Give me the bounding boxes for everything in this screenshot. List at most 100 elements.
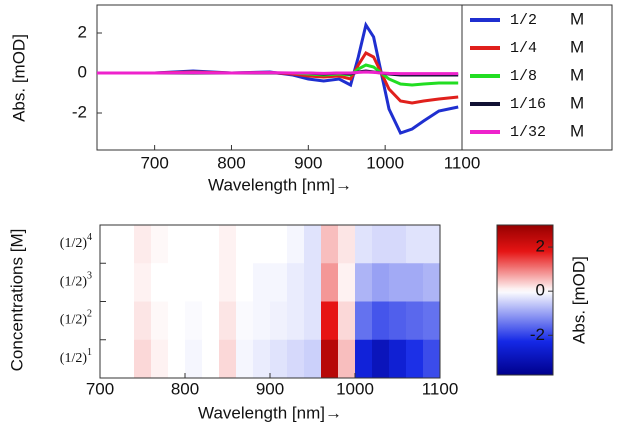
series-line bbox=[97, 70, 459, 76]
heatmap-cell bbox=[304, 301, 322, 341]
y-axis-label: Abs. [mOD] bbox=[9, 34, 28, 122]
series-line bbox=[97, 51, 459, 105]
legend-label: 1/16 bbox=[510, 96, 546, 113]
heatmap-cell bbox=[355, 339, 373, 379]
heatmap-cell bbox=[287, 225, 305, 264]
heatmap-cell bbox=[100, 301, 118, 341]
heatmap-cell bbox=[406, 301, 424, 341]
x-tick-label: 700 bbox=[86, 379, 114, 398]
heatmap-cell bbox=[389, 339, 407, 379]
heatmap-cell bbox=[423, 339, 441, 379]
heatmap-cell bbox=[117, 301, 135, 341]
heatmap-cell bbox=[253, 301, 271, 341]
colorbar bbox=[496, 224, 554, 376]
heatmap-cell bbox=[219, 339, 237, 379]
heatmap-cell bbox=[134, 301, 152, 341]
legend-label: 1/8 bbox=[510, 68, 537, 85]
heatmap-cell bbox=[219, 301, 237, 341]
heatmap-cell bbox=[134, 263, 152, 302]
row-label-base: (1/2) bbox=[60, 236, 88, 251]
heatmap-cell bbox=[372, 225, 390, 264]
heatmap-cell bbox=[321, 301, 339, 341]
legend-unit: M bbox=[570, 93, 584, 112]
heatmap-cell bbox=[389, 263, 407, 302]
heatmap-cell bbox=[253, 263, 271, 302]
heatmap-cell bbox=[168, 339, 186, 379]
legend-unit: M bbox=[570, 9, 584, 28]
row-label-exponent: 4 bbox=[87, 232, 92, 243]
row-label-exponent: 1 bbox=[87, 347, 92, 358]
heatmap-cell bbox=[168, 301, 186, 341]
y-tick-label: 2 bbox=[78, 22, 87, 41]
heatmap-cell bbox=[355, 263, 373, 302]
legend-unit: M bbox=[570, 121, 584, 140]
row-label-base: (1/2) bbox=[60, 313, 88, 328]
heatmap-cell bbox=[406, 263, 424, 302]
heatmap-cell bbox=[219, 263, 237, 302]
heatmap-cell bbox=[236, 263, 254, 302]
x-axis-label: Wavelength [nm]→ bbox=[208, 175, 352, 194]
heatmap-cell bbox=[287, 301, 305, 341]
heatmap-cell bbox=[151, 263, 169, 302]
heatmap-cell bbox=[321, 339, 339, 379]
heatmap-cell bbox=[389, 225, 407, 264]
heatmap-cell bbox=[321, 225, 339, 264]
heatmap-cell bbox=[185, 301, 203, 341]
heatmap-cell bbox=[185, 263, 203, 302]
row-label-base: (1/2) bbox=[60, 351, 88, 366]
y-tick-label: -2 bbox=[72, 102, 87, 121]
heatmap-cell bbox=[338, 225, 356, 264]
heatmap-cell bbox=[168, 263, 186, 302]
heatmap-cell bbox=[202, 225, 220, 264]
x-tick-label: 1100 bbox=[444, 153, 481, 172]
heatmap-cell bbox=[287, 339, 305, 379]
heatmap-cell bbox=[406, 225, 424, 264]
x-tick-label: 900 bbox=[256, 379, 284, 398]
heatmap-cell bbox=[100, 339, 118, 379]
heatmap-cell bbox=[304, 225, 322, 264]
heatmap-cell bbox=[117, 225, 135, 264]
heatmap-cell bbox=[151, 339, 169, 379]
colorbar-tick-label: -2 bbox=[530, 325, 545, 344]
row-label-base: (1/2) bbox=[60, 275, 88, 290]
heatmap-cell bbox=[321, 263, 339, 302]
heatmap-cell bbox=[270, 225, 288, 264]
colorbar-tick-label: 2 bbox=[536, 237, 545, 256]
heatmap-cell bbox=[236, 339, 254, 379]
x-tick-label: 1100 bbox=[422, 379, 459, 398]
series-line bbox=[97, 21, 459, 135]
x-tick-label: 1000 bbox=[366, 153, 404, 172]
heatmap-cell bbox=[372, 339, 390, 379]
heatmap-cell bbox=[202, 263, 220, 302]
heatmap-cell bbox=[423, 301, 441, 341]
heatmap-cell bbox=[270, 339, 288, 379]
heatmap-cell bbox=[338, 263, 356, 302]
y-axis-label: Concentrations [M] bbox=[7, 229, 26, 372]
heatmap-cell bbox=[117, 339, 135, 379]
x-tick-label: 700 bbox=[140, 153, 168, 172]
y-tick-label: (1/2)4 bbox=[60, 232, 92, 251]
heatmap-cell bbox=[423, 225, 441, 264]
y-tick-label: (1/2)1 bbox=[60, 347, 92, 366]
heatmap-cell bbox=[117, 263, 135, 302]
heatmap-cell bbox=[389, 301, 407, 341]
colorbar-label: Abs. [mOD] bbox=[569, 256, 588, 344]
colorbar-tick-label: 0 bbox=[536, 281, 545, 300]
heatmap-cell bbox=[100, 263, 118, 302]
x-tick-label: 900 bbox=[294, 153, 322, 172]
heatmap-cell bbox=[185, 225, 203, 264]
heatmap-cell bbox=[168, 225, 186, 264]
heatmap-cell bbox=[270, 301, 288, 341]
heatmap-cell bbox=[406, 339, 424, 379]
heatmap-cell bbox=[355, 301, 373, 341]
heatmap-cell bbox=[134, 339, 152, 379]
heatmap-cell bbox=[338, 301, 356, 341]
heatmap-cell bbox=[338, 339, 356, 379]
x-tick-label: 800 bbox=[171, 379, 199, 398]
heatmap-cell bbox=[236, 225, 254, 264]
heatmap-cell bbox=[100, 225, 118, 264]
heatmap-cell bbox=[202, 339, 220, 379]
legend-label: 1/32 bbox=[510, 124, 546, 141]
heatmap-cell bbox=[185, 339, 203, 379]
